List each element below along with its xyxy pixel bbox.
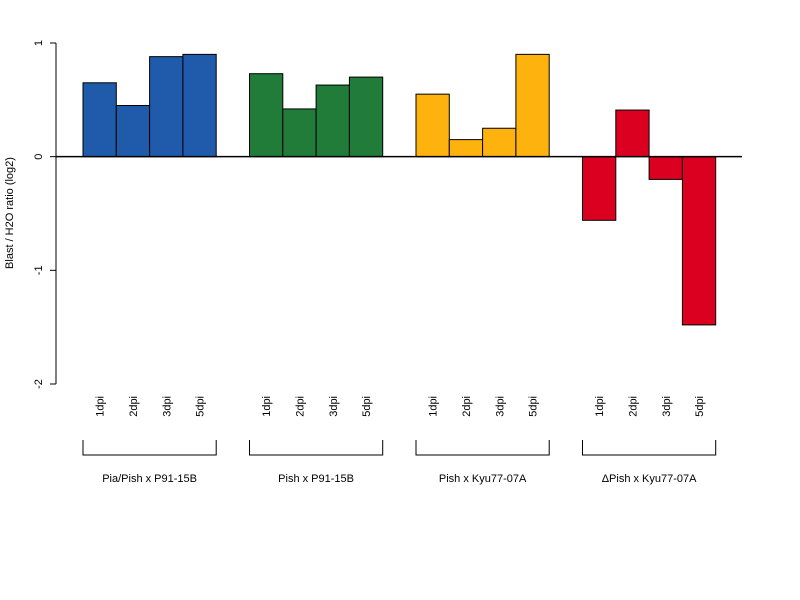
y-tick-label: 1: [33, 40, 45, 46]
x-tick-label: 2dpi: [128, 396, 140, 417]
x-tick-label: 5dpi: [694, 396, 706, 417]
bar: [415, 93, 450, 158]
x-tick-label: 3dpi: [661, 396, 673, 417]
group-brackets: Pia/Pish x P91-15B Pish x P91-15B Pish x K…: [82, 440, 717, 485]
bar: [149, 56, 184, 158]
y-tick-label: -1: [33, 265, 45, 275]
bar: [482, 127, 517, 158]
x-tick-label: 1dpi: [261, 396, 273, 417]
x-tick-label: 5dpi: [361, 396, 373, 417]
y-axis-label: Blast / H2O ratio (log2): [4, 157, 16, 269]
category-labels: 1dpi 2dpi 3dpi 5dpi 1dpi 2dpi 3dpi 5dpi 1dpi 2dpi…: [95, 396, 706, 417]
group-label: Pia/Pish x P91-15B: [102, 473, 197, 485]
bar: [615, 109, 650, 158]
x-tick-label: 2dpi: [627, 396, 639, 417]
group-label: Pish x Kyu77-07A: [439, 473, 527, 485]
bar: [348, 76, 384, 158]
x-tick-label: 5dpi: [195, 396, 207, 417]
y-axis: -2 -1 0 1: [33, 40, 57, 389]
bar: [182, 53, 217, 158]
bar: [448, 139, 484, 158]
bars: [82, 53, 717, 326]
x-tick-label: 3dpi: [161, 396, 173, 417]
x-tick-label: 3dpi: [494, 396, 506, 417]
x-tick-label: 1dpi: [594, 396, 606, 417]
bar: [249, 73, 284, 158]
bar: [315, 84, 350, 158]
bar: [515, 53, 550, 158]
bar: [282, 108, 317, 158]
group-bracket: [249, 440, 384, 456]
group-bracket: [582, 440, 717, 456]
group-bracket: [415, 440, 550, 456]
x-tick-label: 5dpi: [528, 396, 540, 417]
group-bracket: [82, 440, 217, 456]
y-tick-label: -2: [33, 379, 45, 389]
bar: [82, 82, 117, 158]
group-label: ΔPish x Kyu77-07A: [602, 473, 697, 485]
x-tick-label: 2dpi: [461, 396, 473, 417]
bar: [582, 156, 617, 221]
x-tick-label: 3dpi: [328, 396, 340, 417]
bar: [115, 105, 151, 158]
y-tick-label: 0: [33, 154, 45, 160]
x-tick-label: 1dpi: [95, 396, 107, 417]
x-tick-label: 2dpi: [294, 396, 306, 417]
group-label: Pish x P91-15B: [278, 473, 354, 485]
bar: [648, 156, 683, 180]
x-tick-label: 1dpi: [428, 396, 440, 417]
bar: [681, 156, 717, 326]
